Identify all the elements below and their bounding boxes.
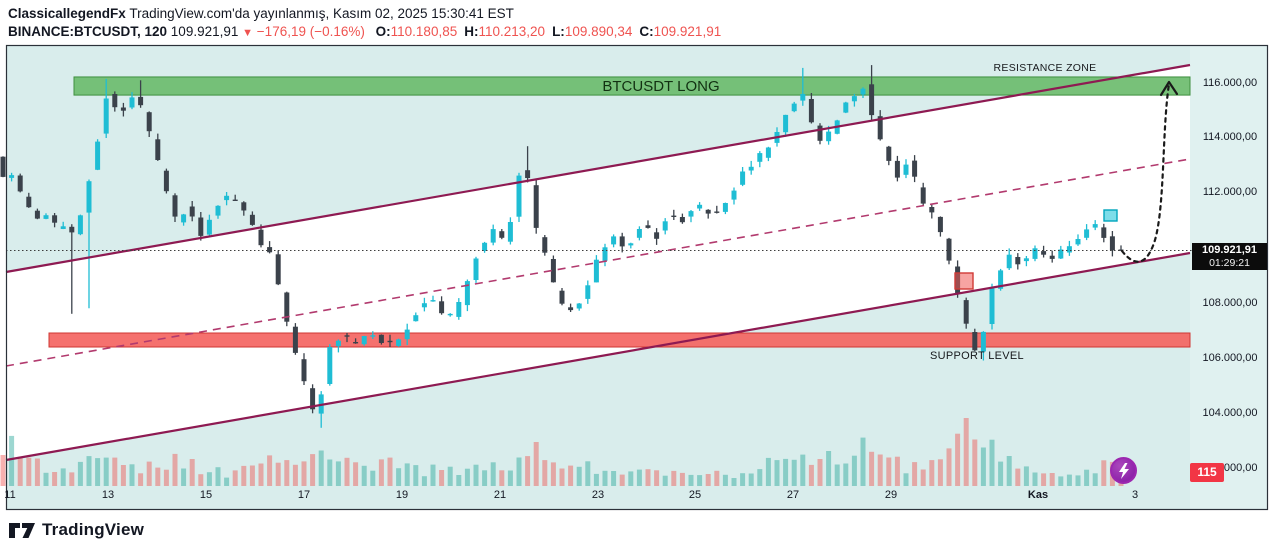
down-triangle-icon: ▼: [242, 27, 254, 39]
chart-frame: [5, 44, 1269, 511]
author-name: ClassicallegendFx: [8, 6, 126, 21]
snapshot-header: ClassicallegendFx TradingView.com'da yay…: [8, 5, 721, 42]
price-axis-label: 104.000,00: [1202, 407, 1258, 419]
price-axis-label: 112.000,00: [1202, 186, 1258, 198]
ohlc-values: O:110.180,85 H:110.213,20 L:109.890,34 C:10…: [369, 24, 722, 39]
date-axis-label: 15: [199, 489, 213, 501]
tradingview-logo-text: TradingView: [42, 520, 145, 539]
date-axis-label: Kas: [1027, 489, 1049, 501]
date-axis-label: 23: [591, 489, 605, 501]
date-axis-label: 17: [297, 489, 311, 501]
boost-button[interactable]: [1110, 457, 1137, 484]
date-axis-label: 11: [4, 489, 16, 501]
price-axis-label: 114.000,00: [1202, 131, 1258, 143]
current-price-value: 109.921,91: [1201, 244, 1258, 256]
ohlc-item: C:109.921,91: [639, 24, 722, 39]
red-marker-box: [954, 272, 974, 290]
current-price-box: 109.921,91 01:29:21: [1192, 243, 1267, 270]
date-axis-label: 25: [688, 489, 702, 501]
price-change: ▼ −176,19 (−0.16%): [242, 24, 365, 39]
volume-layer: [0, 418, 1124, 486]
symbol-interval: BINANCE:BTCUSDT, 120: [8, 24, 168, 39]
price-axis-label: 106.000,00: [1202, 352, 1258, 364]
tradingview-logo[interactable]: TradingView: [8, 520, 144, 540]
lightning-bolt-icon: [1118, 462, 1129, 479]
publish-info: ClassicallegendFx TradingView.com'da yay…: [8, 5, 721, 22]
projection-arrowhead: [1159, 80, 1179, 97]
date-axis-label: 3: [1131, 489, 1139, 501]
date-axis-label: 21: [493, 489, 507, 501]
last-price: 109.921,91: [170, 24, 239, 39]
channel-mid-line: [5, 158, 1191, 367]
date-axis-label: 19: [395, 489, 409, 501]
date-axis-label: 27: [786, 489, 800, 501]
tradingview-logo-mark: [9, 522, 35, 538]
change-value: −176,19 (−0.16%): [256, 24, 365, 39]
price-axis-label: 108.000,00: [1202, 297, 1258, 309]
date-axis-label: 29: [884, 489, 898, 501]
ohlc-item: O:110.180,85: [375, 24, 458, 39]
price-axis-label: 116.000,00: [1202, 77, 1258, 89]
teal-marker-box: [1103, 209, 1118, 222]
publish-timestamp: TradingView.com'da yayınlanmış, Kasım 02…: [129, 6, 514, 21]
bar-countdown: 01:29:21: [1209, 257, 1250, 269]
channel-upper-line: [5, 63, 1191, 274]
projection-arrow: [1120, 82, 1171, 263]
ohlc-item: H:110.213,20: [464, 24, 546, 39]
volume-value-badge: 115: [1190, 463, 1224, 482]
channel-lower-line: [5, 251, 1191, 462]
ohlc-item: L:109.890,34: [552, 24, 633, 39]
symbol-row: BINANCE:BTCUSDT, 120 109.921,91 ▼ −176,1…: [8, 23, 721, 42]
date-axis-label: 13: [101, 489, 115, 501]
